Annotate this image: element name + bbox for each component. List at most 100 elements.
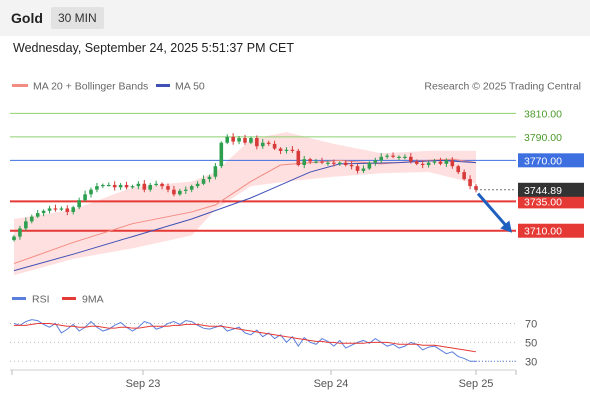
candle-body	[154, 183, 158, 185]
ma20-legend-label: MA 20 + Bollinger Bands	[33, 81, 148, 93]
candle-body	[391, 155, 395, 157]
candle-body	[12, 236, 16, 241]
candle-body	[18, 228, 22, 237]
candle-body	[468, 179, 472, 187]
candle-body	[373, 160, 378, 163]
last-price-label: 3744.89	[524, 185, 562, 197]
candle-body	[462, 172, 466, 180]
candle-body	[426, 162, 431, 166]
candle-body	[432, 161, 437, 163]
candle-body	[106, 184, 111, 187]
rsi-legend-label: RSI	[32, 294, 50, 306]
candle-body	[112, 184, 117, 188]
candle-body	[59, 208, 64, 210]
ma20-line	[13, 158, 477, 265]
x-tick-label: Sep 23	[126, 378, 161, 390]
rsi-line	[13, 319, 476, 362]
candle-body	[284, 149, 289, 151]
candle-body	[29, 216, 34, 222]
x-tick-label: Sep 25	[459, 378, 494, 390]
candle-body	[409, 156, 413, 162]
candle-body	[65, 208, 70, 212]
candle-body	[201, 179, 206, 184]
ma50-legend-label: MA 50	[175, 81, 205, 93]
candle-body	[207, 176, 212, 180]
x-tick-label: Sep 24	[314, 378, 349, 390]
forecast-arrow-head	[500, 220, 512, 233]
candle-body	[343, 162, 348, 166]
candle-body	[225, 136, 230, 143]
level-label-3735.00: 3735.00	[524, 196, 562, 208]
candle-body	[272, 143, 277, 149]
candle-body	[355, 166, 360, 171]
asset-title: Gold	[11, 10, 43, 26]
candle-body	[266, 142, 271, 144]
candle-body	[314, 161, 318, 163]
candle-body	[160, 183, 164, 187]
candle-body	[450, 160, 455, 167]
candle-body	[118, 184, 123, 188]
candle-body	[124, 184, 129, 188]
candle-body	[136, 183, 141, 187]
level-tag-3710.00	[518, 223, 584, 238]
candle-body	[178, 190, 182, 195]
candle-body	[24, 221, 28, 229]
level-label-3770.00: 3770.00	[524, 155, 562, 167]
candle-body	[444, 160, 449, 164]
level-label-3710.00: 3710.00	[524, 226, 562, 238]
candle-body	[237, 138, 241, 142]
candle-body	[35, 213, 40, 217]
rsi-legend-swatch	[12, 297, 26, 300]
candle-body	[302, 159, 307, 166]
candle-body	[320, 161, 324, 163]
candle-body	[474, 186, 478, 190]
candle-body	[290, 149, 295, 151]
rsi-ma-legend-swatch	[62, 297, 76, 300]
candle-body	[77, 200, 81, 208]
rsi-tick-50: 50	[525, 337, 537, 349]
candle-body	[403, 156, 407, 158]
candle-body	[260, 142, 265, 147]
rsi-ma-legend-label: 9MA	[82, 294, 104, 306]
level-tag-3735.00	[518, 194, 584, 209]
forecast-arrow-shaft	[476, 192, 509, 228]
level-label-3810.00: 3810.00	[524, 108, 562, 120]
candle-body	[379, 156, 384, 161]
candle-body	[130, 186, 135, 188]
candle-body	[47, 208, 52, 211]
candle-body	[420, 163, 425, 166]
candle-body	[195, 183, 200, 187]
candle-body	[148, 184, 153, 190]
candle-body	[278, 148, 283, 151]
candle-body	[349, 165, 354, 167]
candle-body	[255, 138, 259, 147]
bollinger-band	[14, 132, 476, 276]
candle-body	[456, 166, 461, 173]
price-plot: 3810.00 3790.00 3770.00 3735.00 3710.00 3744.…	[10, 108, 584, 276]
level-tag-3770.00	[518, 153, 584, 168]
ma20-legend-swatch	[12, 84, 28, 87]
candle-body	[414, 161, 419, 164]
rsi-ma-line	[14, 322, 477, 353]
candle-body	[243, 138, 247, 143]
candle-body	[397, 156, 401, 158]
rsi-tick-70: 70	[525, 318, 537, 330]
candle-body	[219, 142, 224, 167]
candle-body	[183, 189, 188, 191]
candle-body	[332, 162, 336, 164]
candle-body	[385, 155, 389, 157]
ma50-legend-swatch	[156, 84, 170, 87]
candle-body	[337, 162, 342, 164]
timeframe-button[interactable]: 30 MIN	[51, 7, 104, 29]
time-axis: Sep 23 Sep 24 Sep 25	[11, 370, 517, 390]
candle-body	[361, 168, 366, 171]
rsi-plot: 70 50 30	[10, 318, 537, 368]
candle-body	[438, 161, 443, 164]
timestamp: Wednesday, September 24, 2025 5:51:37 PM…	[13, 41, 294, 55]
candle-body	[189, 186, 194, 190]
header-bar: Gold 30 MIN	[0, 0, 590, 36]
candle-body	[89, 189, 93, 195]
last-price-tag	[518, 182, 584, 197]
candle-body	[95, 186, 99, 190]
